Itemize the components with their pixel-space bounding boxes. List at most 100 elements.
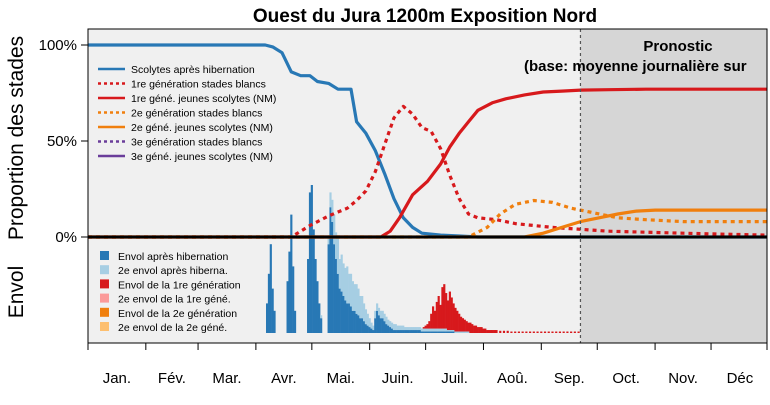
- flight-bar-red: [547, 331, 550, 333]
- y-axis-label-bottom: Envol: [5, 266, 28, 319]
- flight-bar-blue: [286, 281, 289, 333]
- flight-bar-blue: [448, 331, 451, 333]
- flight-bar-light-blue: [385, 316, 388, 325]
- flight-bar-light-blue: [390, 322, 394, 329]
- flight-bar-blue: [433, 331, 437, 333]
- flight-bar-blue: [422, 331, 425, 333]
- flight-bar-blue: [357, 315, 360, 333]
- flight-bar-blue: [435, 331, 438, 333]
- flight-bar-blue: [398, 330, 401, 333]
- flight-bar-blue: [327, 244, 330, 333]
- flight-bar-blue: [415, 330, 418, 333]
- flight-bar-red: [424, 325, 427, 329]
- flight-bar-blue: [446, 331, 450, 333]
- legend-bar-swatch: [100, 279, 109, 289]
- flight-bar-light-blue: [465, 331, 468, 333]
- month-label: Sep.: [554, 370, 585, 387]
- legend-bar-swatch: [100, 322, 109, 331]
- series-line-3: [88, 87, 767, 239]
- flight-bar-red: [473, 325, 476, 333]
- month-label: Mar.: [212, 370, 241, 387]
- flight-bar-blue: [402, 330, 405, 333]
- legend-bar-label: 2e envol de la 1re géné.: [118, 294, 231, 306]
- flight-bar-red: [452, 303, 455, 331]
- month-label: Oct.: [612, 370, 640, 387]
- flight-bar-blue: [359, 318, 362, 333]
- flight-bar-red: [521, 331, 524, 333]
- flight-bar-blue: [366, 325, 369, 333]
- flight-bar-blue: [377, 315, 381, 333]
- flight-bar-red: [525, 331, 528, 333]
- flight-bar-red: [426, 324, 429, 329]
- flight-bar-red: [458, 313, 461, 332]
- flight-bar-red: [514, 331, 517, 333]
- flight-bar-light-blue: [335, 232, 338, 259]
- flight-bar-blue: [387, 325, 390, 333]
- flight-bar-red: [459, 316, 463, 332]
- flight-bar-blue: [420, 331, 423, 333]
- flight-bar-blue: [439, 331, 442, 333]
- flight-bar-blue: [353, 310, 356, 333]
- flight-bar-light-blue: [454, 331, 457, 333]
- legend-bar-label: Envol après hibernation: [118, 251, 228, 263]
- flight-bar-light-blue: [415, 327, 418, 331]
- flight-bar-light-blue: [443, 328, 446, 332]
- flight-bar-light-blue: [445, 328, 448, 332]
- flight-bar-light-blue: [364, 309, 368, 325]
- flight-bar-blue: [424, 331, 427, 333]
- flight-bar-blue: [331, 222, 334, 333]
- month-label: Mai.: [327, 370, 355, 387]
- legend-bar-swatch: [100, 251, 109, 260]
- flight-bar-light-blue: [404, 327, 407, 331]
- legend-bar-label: Envol de la 1re génération: [118, 279, 241, 291]
- flight-bar-blue: [336, 273, 340, 333]
- flight-bar-blue: [409, 330, 412, 333]
- flight-bar-light-blue: [439, 328, 442, 332]
- flight-bar-red: [502, 330, 506, 333]
- flight-bar-light-blue: [424, 328, 427, 332]
- legend-line-label: 1re génération stades blancs: [131, 79, 266, 91]
- flight-bar-blue: [411, 330, 414, 333]
- flight-bar-light-blue: [331, 199, 334, 222]
- flight-bar-red: [493, 330, 496, 333]
- flight-bar-red: [437, 296, 440, 329]
- month-label: Juin.: [382, 370, 414, 387]
- flight-bar-blue: [267, 273, 271, 333]
- flight-bar-red: [430, 313, 433, 329]
- flight-bar-light-blue: [344, 267, 347, 301]
- flight-bar-light-blue: [448, 330, 451, 332]
- flight-bar-red: [450, 297, 453, 331]
- month-axis: Jan. Fév. Mar. Avr. Mai. Juin. Juil. Aoû. Sep. Oc…: [87, 342, 768, 387]
- legend-bar-swatch: [100, 307, 109, 317]
- flight-bar-light-blue: [374, 310, 377, 319]
- legend-lines: Scolytes après hibernation 1re génération…: [98, 64, 276, 163]
- flight-bar-red: [445, 293, 448, 329]
- flight-bar-light-blue: [426, 328, 429, 332]
- flight-bar-red: [495, 330, 498, 333]
- flight-bar-red: [484, 328, 487, 333]
- flight-bar-light-blue: [422, 328, 425, 332]
- flight-bar-red: [562, 331, 565, 333]
- flight-bar-blue: [265, 303, 269, 333]
- legend-line-label: Scolytes après hibernation: [131, 64, 255, 76]
- flight-bar-light-blue: [441, 328, 444, 332]
- flight-bar-blue: [308, 192, 312, 333]
- flight-bar-light-blue: [368, 318, 371, 328]
- y-tick-label: 0%: [55, 229, 77, 246]
- legend-line-label: 2e géné. jeunes scolytes (NM): [131, 122, 273, 134]
- month-label: Juil.: [441, 370, 468, 387]
- flight-bar-red: [570, 331, 573, 333]
- flight-bar-light-blue: [437, 328, 440, 332]
- flight-bar-blue: [320, 318, 323, 333]
- flight-bar-red: [487, 330, 491, 333]
- legend-bar-label: 2e envol de la 2e géné.: [118, 322, 227, 334]
- flight-bar-blue: [344, 300, 347, 333]
- flight-bar-red: [577, 331, 580, 333]
- flight-bar-blue: [349, 306, 353, 333]
- y-ticks: 100% 50% 0%: [39, 37, 88, 246]
- flight-bar-blue: [432, 331, 435, 333]
- flight-bar-light-blue: [446, 330, 450, 332]
- series-line-4: [88, 198, 767, 239]
- legend-bar-label: Envol de la 2e génération: [118, 308, 237, 320]
